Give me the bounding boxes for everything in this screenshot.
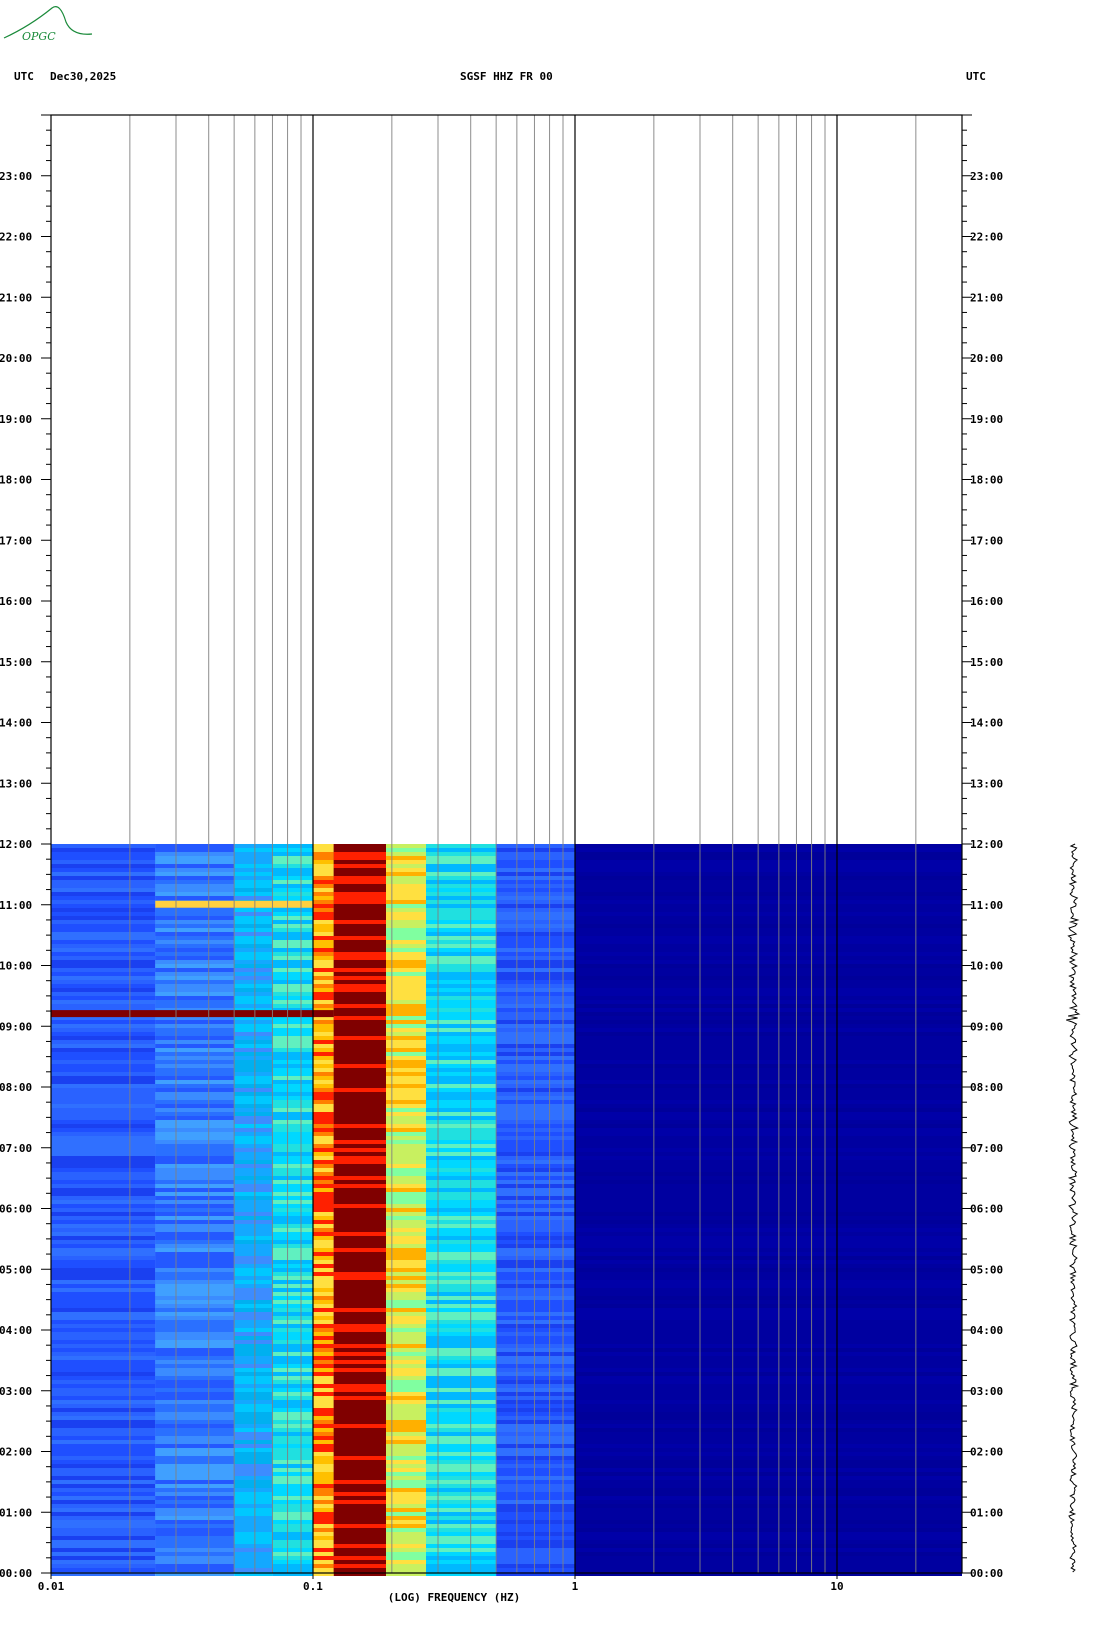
y-label-right-3: 03:00 — [970, 1385, 1003, 1398]
y-label-left-14: 14:00 — [0, 717, 32, 730]
y-label-left-23: 23:00 — [0, 170, 32, 183]
header-date: Dec30,2025 — [50, 70, 117, 83]
spectrogram-band-texture-1 — [155, 844, 235, 1576]
y-label-right-0: 00:00 — [970, 1567, 1003, 1580]
x-label-0: 0.01 — [38, 1580, 65, 1593]
y-label-left-0: 00:00 — [0, 1567, 32, 1580]
y-label-right-16: 16:00 — [970, 595, 1003, 608]
spectrogram-band-texture-0 — [51, 844, 156, 1576]
y-label-right-1: 01:00 — [970, 1506, 1003, 1519]
y-label-right-7: 07:00 — [970, 1142, 1003, 1155]
y-label-left-21: 21:00 — [0, 291, 32, 304]
y-label-left-4: 04:00 — [0, 1324, 32, 1337]
y-label-right-20: 20:00 — [970, 352, 1003, 365]
y-label-left-17: 17:00 — [0, 534, 32, 547]
x-label-2: 1 — [572, 1580, 579, 1593]
spectrogram-band-texture-5 — [333, 844, 387, 1576]
y-label-right-4: 04:00 — [970, 1324, 1003, 1337]
spectrogram-band-texture-6 — [386, 844, 427, 1576]
y-label-left-9: 09:00 — [0, 1020, 32, 1033]
header-left-utc: UTC — [14, 70, 34, 83]
y-label-left-8: 08:00 — [0, 1081, 32, 1094]
header-station: SGSF HHZ FR 00 — [460, 70, 553, 83]
spectrogram-band-texture-4 — [312, 844, 334, 1576]
y-label-left-5: 05:00 — [0, 1263, 32, 1276]
y-label-right-10: 10:00 — [970, 960, 1003, 973]
y-label-left-20: 20:00 — [0, 352, 32, 365]
y-label-right-14: 14:00 — [970, 717, 1003, 730]
y-label-right-2: 02:00 — [970, 1446, 1003, 1459]
spectrogram-band-texture-7 — [426, 844, 497, 1576]
y-label-right-17: 17:00 — [970, 534, 1003, 547]
spectrogram-band-texture-9 — [574, 844, 962, 1576]
logo-swoosh-icon — [3, 6, 93, 39]
x-label-3: 10 — [830, 1580, 843, 1593]
y-label-right-12: 12:00 — [970, 838, 1003, 851]
spectrogram-band-texture-3 — [272, 844, 313, 1576]
y-label-right-5: 05:00 — [970, 1263, 1003, 1276]
y-label-right-21: 21:00 — [970, 291, 1003, 304]
y-label-left-11: 11:00 — [0, 899, 32, 912]
y-label-right-11: 11:00 — [970, 899, 1003, 912]
y-label-left-18: 18:00 — [0, 474, 32, 487]
y-label-right-19: 19:00 — [970, 413, 1003, 426]
y-label-left-12: 12:00 — [0, 838, 32, 851]
y-label-right-22: 22:00 — [970, 231, 1003, 244]
spectrogram-event-0 — [51, 1010, 334, 1018]
y-label-left-13: 13:00 — [0, 777, 32, 790]
y-label-right-13: 13:00 — [970, 777, 1003, 790]
y-label-right-9: 09:00 — [970, 1020, 1003, 1033]
y-label-right-15: 15:00 — [970, 656, 1003, 669]
y-label-right-23: 23:00 — [970, 170, 1003, 183]
spectrogram-band-texture-8 — [496, 844, 575, 1576]
header-right-utc: UTC — [966, 70, 986, 83]
y-label-left-22: 22:00 — [0, 231, 32, 244]
y-label-left-16: 16:00 — [0, 595, 32, 608]
y-label-left-7: 07:00 — [0, 1142, 32, 1155]
x-axis-title: (LOG) FREQUENCY (HZ) — [388, 1591, 520, 1604]
y-label-left-2: 02:00 — [0, 1446, 32, 1459]
y-label-right-8: 08:00 — [970, 1081, 1003, 1094]
y-label-left-6: 06:00 — [0, 1203, 32, 1216]
y-label-right-6: 06:00 — [970, 1203, 1003, 1216]
spectrogram-band-texture-2 — [234, 844, 273, 1576]
y-label-left-1: 01:00 — [0, 1506, 32, 1519]
x-label-1: 0.1 — [303, 1580, 323, 1593]
y-label-left-3: 03:00 — [0, 1385, 32, 1398]
y-label-left-19: 19:00 — [0, 413, 32, 426]
y-label-left-10: 10:00 — [0, 960, 32, 973]
y-label-right-18: 18:00 — [970, 474, 1003, 487]
y-label-left-15: 15:00 — [0, 656, 32, 669]
opgc-logo: OPGC — [22, 30, 56, 43]
seismic-trace — [1066, 843, 1081, 1573]
